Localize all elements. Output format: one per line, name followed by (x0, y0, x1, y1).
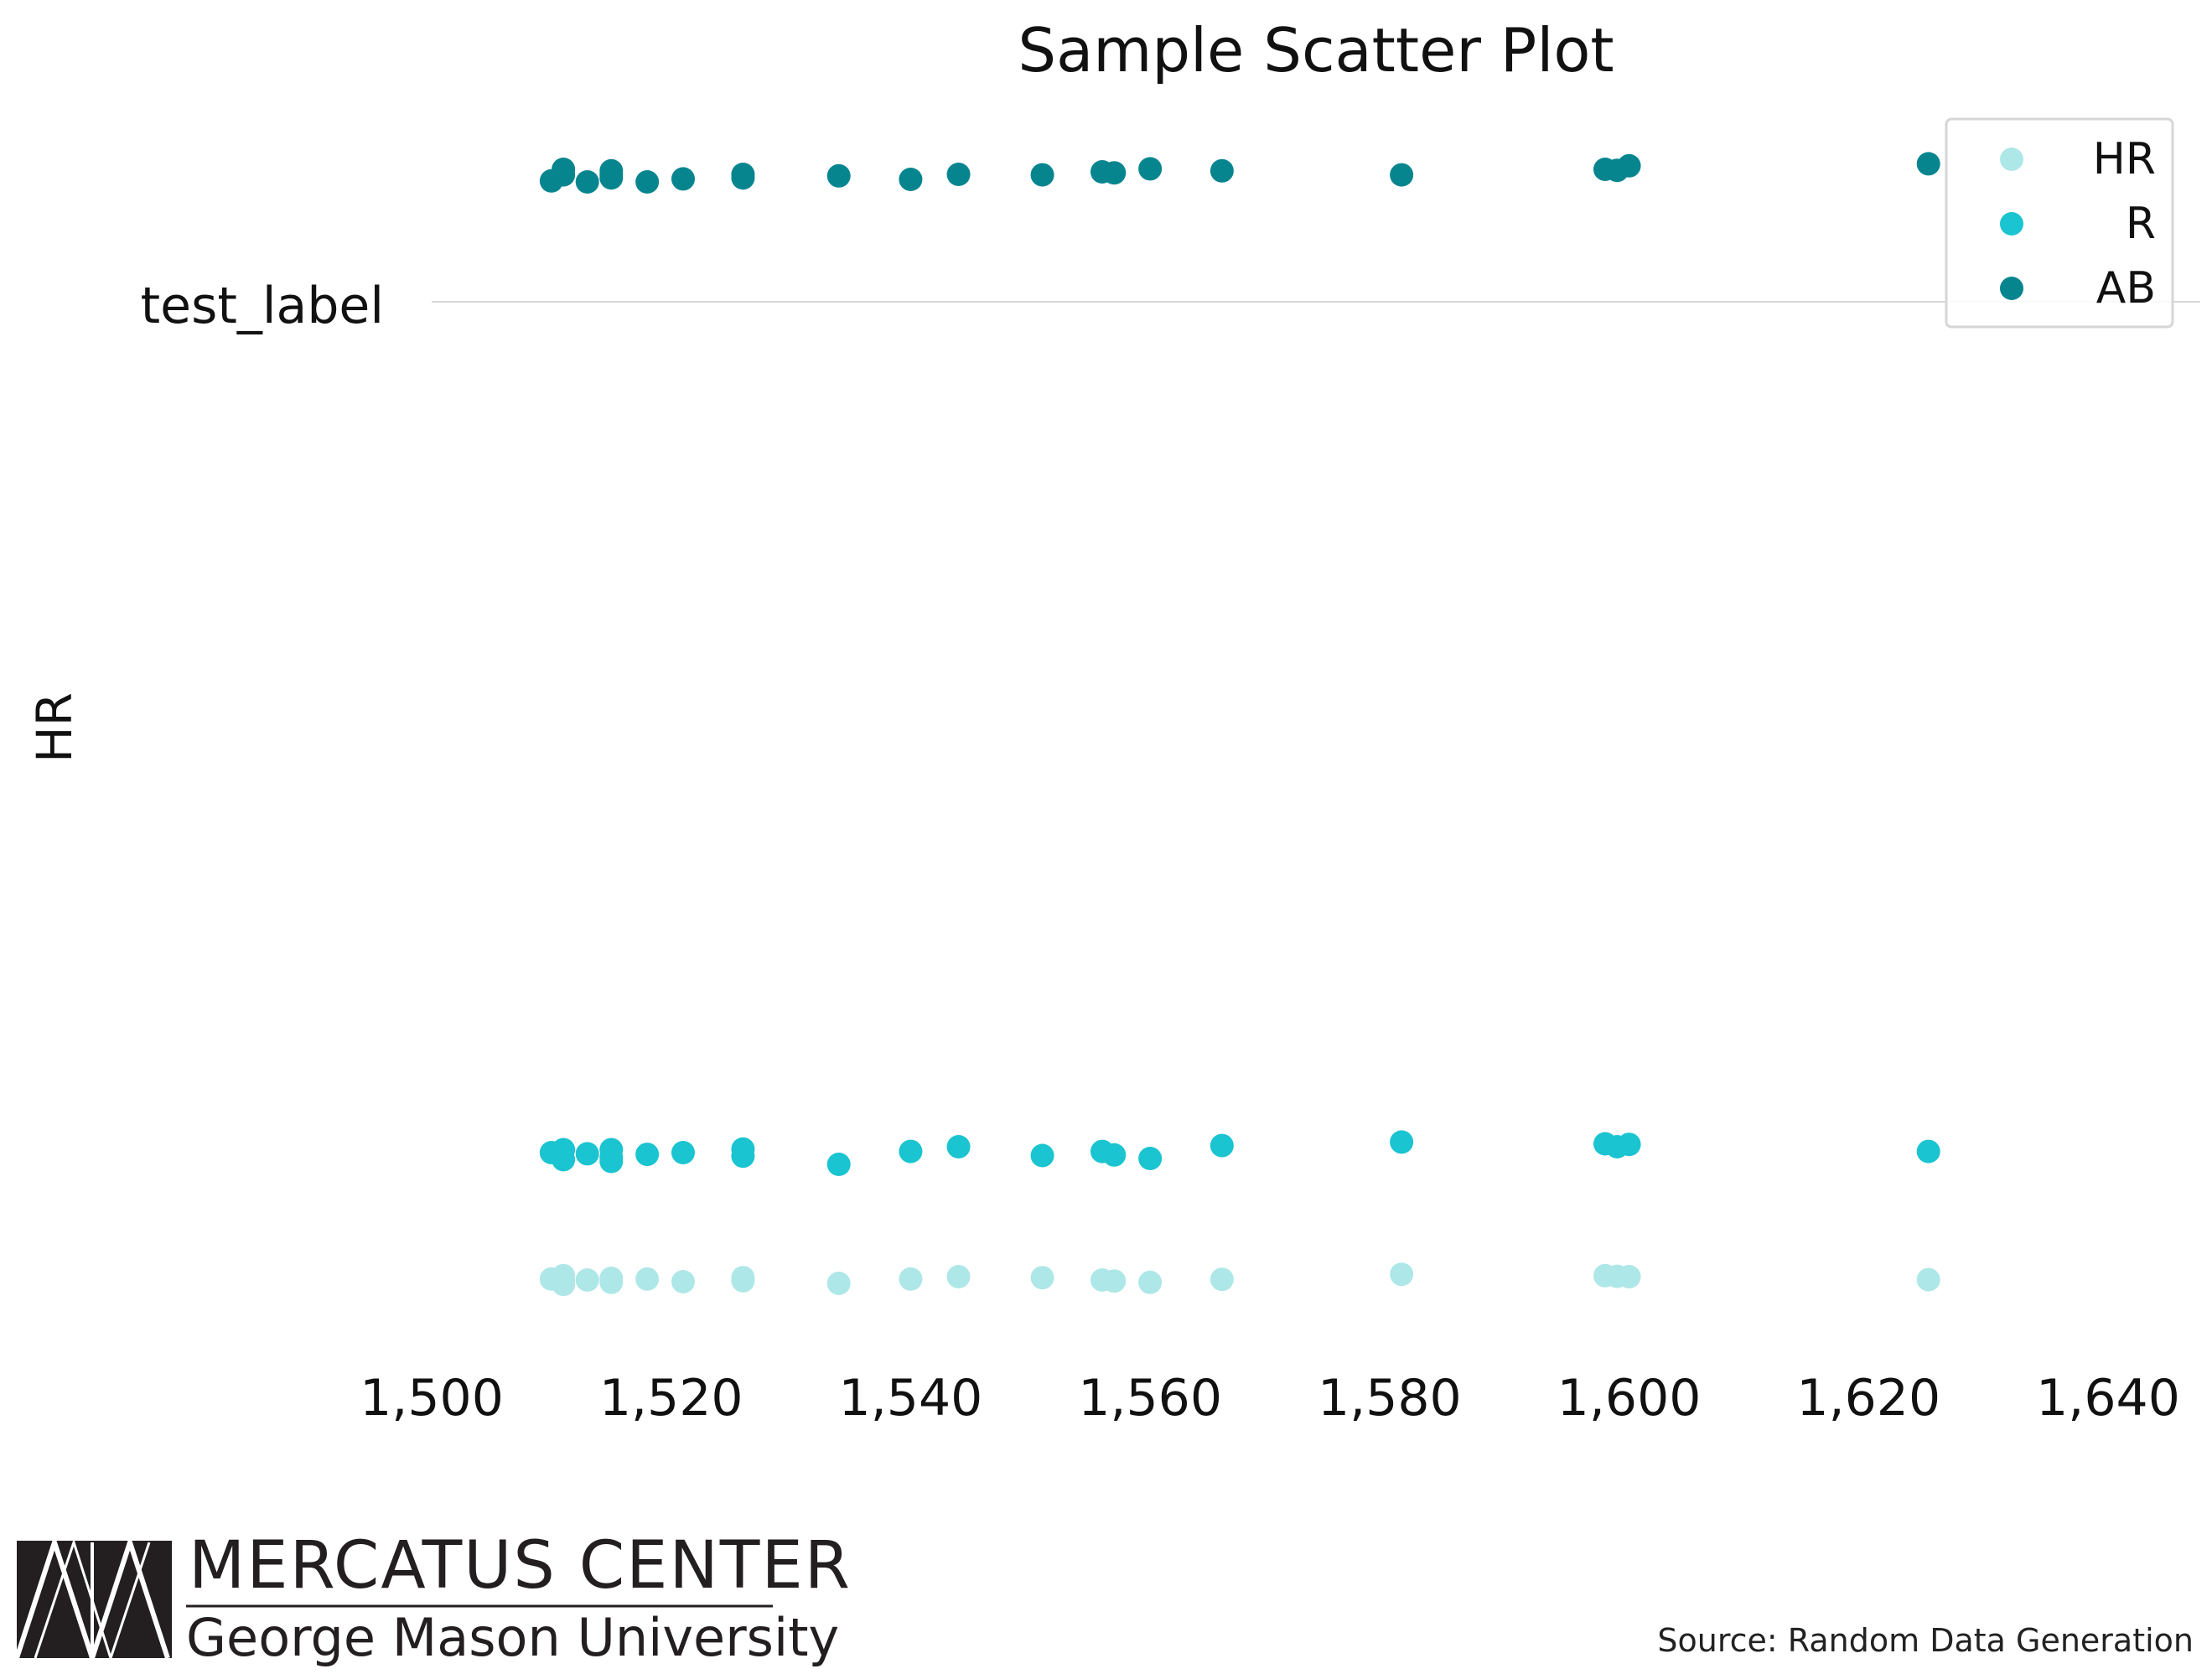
data-point (1102, 1269, 1127, 1293)
data-point (731, 1268, 755, 1293)
logo-line2: George Mason University (186, 1607, 839, 1668)
x-tick-label: 1,560 (1078, 1369, 1222, 1428)
data-point (635, 170, 660, 194)
data-point (946, 1265, 971, 1288)
mercatus-logo: MERCATUS CENTER George Mason University (14, 1528, 852, 1668)
data-point (552, 1148, 576, 1172)
x-tick-label: 1,580 (1318, 1369, 1462, 1428)
x-axis-ticks: 1,500 1,520 1,540 1,560 1,580 1,600 1,620 1,640 (360, 1369, 2180, 1428)
legend-label-ab: AB (2096, 263, 2156, 314)
x-tick-label: 1,600 (1557, 1369, 1702, 1428)
x-tick-label: 1,520 (599, 1369, 743, 1428)
data-point (671, 1270, 695, 1293)
data-point (826, 163, 851, 188)
data-point (1617, 153, 1641, 178)
source-note: Source: Random Data Generation (1657, 1622, 2194, 1659)
data-point (575, 170, 599, 194)
data-point (1138, 157, 1163, 181)
data-point (1916, 1139, 1940, 1164)
legend-label-r: R (2126, 199, 2156, 249)
data-point (1030, 1143, 1054, 1168)
data-point (1390, 1130, 1414, 1154)
y-tick-label: test_label (141, 277, 384, 335)
data-point (731, 166, 755, 190)
logo-line1: MERCATUS CENTER (189, 1528, 852, 1604)
data-point (599, 166, 624, 190)
data-point (899, 1139, 923, 1164)
mercatus-logo-mark (14, 1534, 172, 1666)
data-point (899, 1267, 923, 1291)
x-tick-label: 1,500 (360, 1369, 504, 1428)
data-point (1210, 1267, 1234, 1292)
data-point (1102, 1143, 1127, 1167)
series-hr (539, 1262, 1940, 1297)
data-point (1916, 152, 1940, 176)
legend-marker-hr (2000, 148, 2023, 171)
legend-label-hr: HR (2093, 134, 2156, 184)
data-point (552, 1269, 576, 1293)
data-point (599, 1267, 624, 1290)
data-point (1030, 1266, 1054, 1290)
data-point (731, 1144, 755, 1169)
legend-box (1945, 117, 2174, 329)
data-point (1390, 1262, 1414, 1287)
data-point (671, 167, 695, 191)
data-point (899, 168, 923, 191)
data-point (1617, 1265, 1641, 1288)
data-point (1210, 1133, 1234, 1158)
data-point (1138, 1270, 1163, 1294)
x-tick-label: 1,540 (839, 1369, 983, 1428)
chart-title: Sample Scatter Plot (1018, 15, 1614, 86)
data-point (946, 1135, 971, 1158)
data-point (1210, 158, 1234, 183)
data-point (826, 1272, 851, 1295)
series-r (539, 1130, 1940, 1176)
legend: HR R AB (1945, 117, 2174, 329)
data-point (1916, 1267, 1940, 1292)
data-point (826, 1153, 851, 1176)
data-point (635, 1267, 660, 1291)
data-point (575, 1142, 599, 1166)
data-point (599, 1149, 624, 1174)
data-point (1030, 163, 1054, 187)
legend-marker-ab (2000, 277, 2023, 300)
x-tick-label: 1,620 (1796, 1369, 1940, 1428)
data-point (575, 1268, 599, 1292)
data-point (635, 1143, 660, 1167)
legend-marker-r (2000, 212, 2023, 236)
data-point (671, 1141, 695, 1164)
data-point (1390, 163, 1414, 187)
y-axis-label: HR (26, 692, 83, 763)
data-point (1617, 1132, 1641, 1157)
data-point (1138, 1147, 1163, 1170)
x-tick-label: 1,640 (2036, 1369, 2180, 1428)
data-point (946, 163, 971, 186)
points-layer (539, 152, 1940, 1297)
data-point (1102, 161, 1127, 185)
data-point (552, 163, 576, 187)
series-ab (539, 152, 1940, 194)
